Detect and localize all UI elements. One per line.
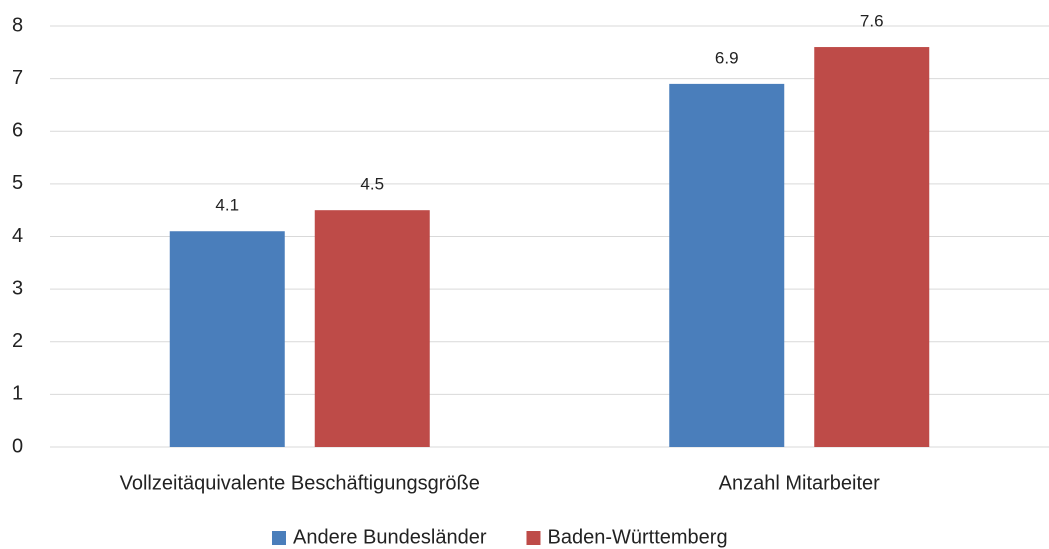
x-tick-label: Vollzeitäquivalente Beschäftigungsgröße bbox=[120, 472, 480, 494]
y-tick-label: 6 bbox=[12, 120, 23, 142]
y-tick-label: 4 bbox=[12, 225, 23, 247]
y-tick-label: 3 bbox=[12, 277, 23, 299]
value-label: 6.9 bbox=[715, 48, 739, 67]
y-tick-label: 8 bbox=[12, 14, 23, 36]
value-label: 4.1 bbox=[215, 196, 239, 215]
value-label: 7.6 bbox=[860, 12, 884, 31]
legend-label: Baden-Württemberg bbox=[547, 526, 727, 548]
legend-swatch bbox=[526, 531, 541, 545]
bar bbox=[814, 47, 930, 448]
y-tick-label: 1 bbox=[12, 383, 23, 405]
bar bbox=[669, 83, 785, 447]
y-tick-label: 0 bbox=[12, 435, 23, 457]
bar bbox=[314, 210, 430, 447]
y-tick-label: 5 bbox=[12, 172, 23, 194]
y-tick-label: 7 bbox=[12, 67, 23, 89]
y-tick-label: 2 bbox=[12, 330, 23, 352]
bar bbox=[169, 231, 285, 447]
x-tick-label: Anzahl Mitarbeiter bbox=[719, 472, 881, 494]
value-label: 4.5 bbox=[360, 175, 384, 194]
legend-swatch bbox=[272, 531, 286, 545]
legend-label: Andere Bundesländer bbox=[293, 526, 487, 548]
